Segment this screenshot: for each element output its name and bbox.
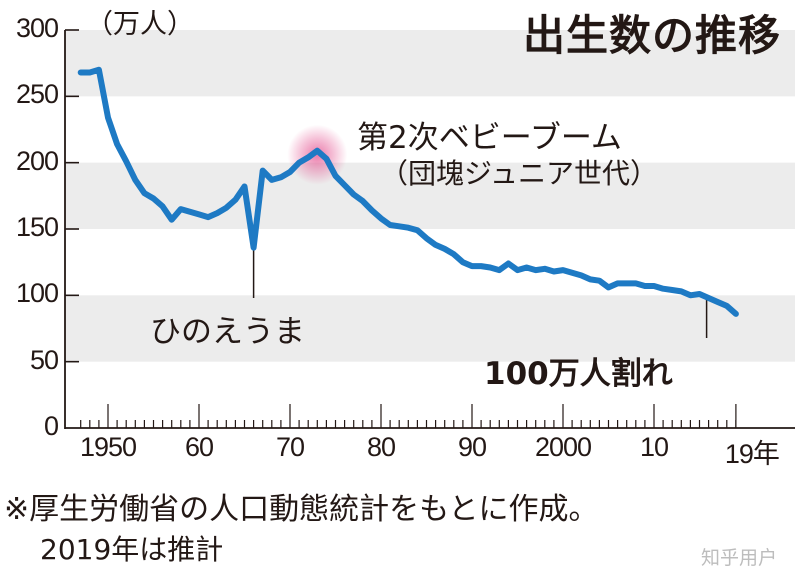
footnote-estimate: 2019年は推計 — [40, 533, 224, 566]
axes — [64, 29, 795, 429]
annotation-leaders — [252, 247, 708, 338]
y-tick-label: 200 — [15, 145, 59, 176]
annotation-baby-boom-sub: （団塊ジュニア世代） — [380, 157, 659, 190]
x-tick-label: 1950 — [79, 432, 137, 462]
grid-band — [65, 162, 795, 229]
grid-band — [65, 295, 795, 362]
x-tick-label: 90 — [457, 432, 487, 462]
annotation-below-million: 100万人割れ — [484, 356, 673, 392]
y-tick-label: 150 — [15, 212, 59, 242]
annotation-baby-boom: 第2次ベビーブーム — [357, 120, 622, 156]
y-tick-label: 300 — [15, 13, 59, 43]
y-axis-unit: （万人） — [86, 9, 194, 40]
births-line — [77, 66, 739, 317]
x-tick-label: 80 — [366, 432, 396, 462]
footnote-source: ※厚生労働省の人口動態統計をもとに作成。 — [4, 492, 599, 527]
chart-title: 出生数の推移 — [522, 11, 781, 60]
grid-band — [65, 30, 795, 97]
y-tick-label: 100 — [15, 278, 59, 309]
annotation-hinoeuma: ひのえうま — [150, 314, 305, 350]
y-tick-label: 50 — [29, 344, 59, 375]
x-tick-label: 10 — [639, 432, 669, 462]
x-tick-label: 2000 — [534, 432, 592, 462]
x-tick-label: 19年 — [724, 439, 780, 469]
x-tick-label: 60 — [184, 432, 214, 462]
x-tick-label: 70 — [275, 432, 305, 462]
y-tick-label: 250 — [15, 79, 59, 110]
watermark: 知乎用户 — [700, 547, 777, 569]
y-tick-label: 0 — [43, 411, 59, 441]
grid-bands — [65, 30, 795, 362]
